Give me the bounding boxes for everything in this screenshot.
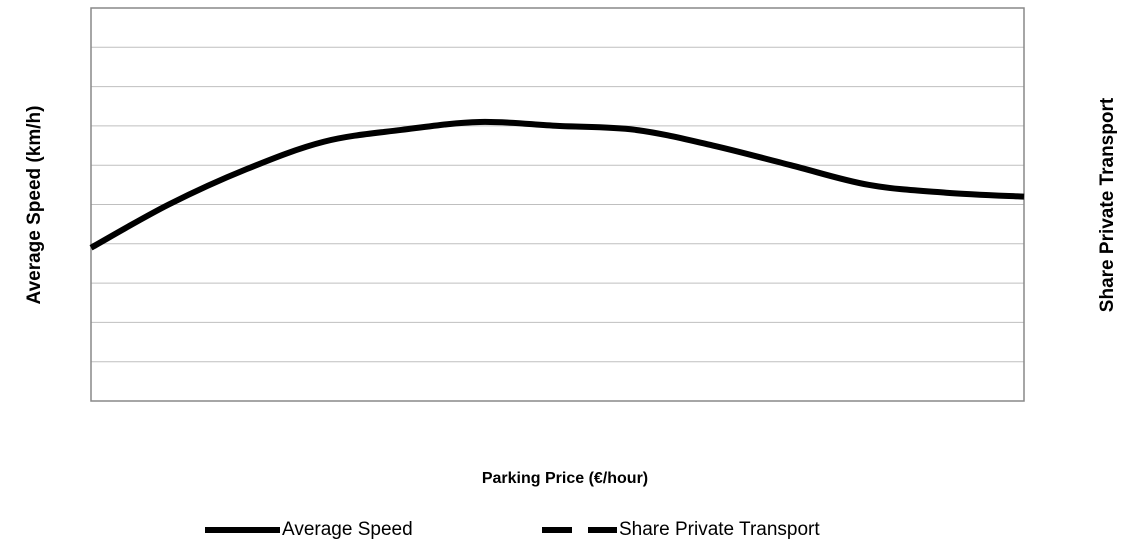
y2-axis-label: Share Private Transport	[1097, 97, 1118, 312]
plot-frame	[90, 7, 1025, 402]
series-line	[89, 118, 1025, 251]
x-axis-label: Parking Price (€/hour)	[482, 470, 648, 487]
legend-label: Share Private Transport	[619, 519, 820, 540]
legend-label: Average Speed	[282, 519, 413, 540]
y-axis-label: Average Speed (km/h)	[24, 106, 45, 305]
